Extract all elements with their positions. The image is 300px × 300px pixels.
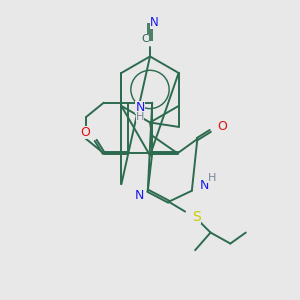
- Text: C: C: [142, 34, 149, 44]
- Text: H: H: [136, 112, 144, 122]
- Text: N: N: [199, 179, 208, 192]
- Text: N: N: [134, 189, 144, 202]
- Text: H: H: [208, 172, 216, 182]
- Text: S: S: [192, 210, 201, 224]
- Text: O: O: [218, 120, 228, 134]
- Text: N: N: [135, 100, 145, 114]
- Text: O: O: [80, 126, 90, 139]
- Text: N: N: [150, 16, 159, 29]
